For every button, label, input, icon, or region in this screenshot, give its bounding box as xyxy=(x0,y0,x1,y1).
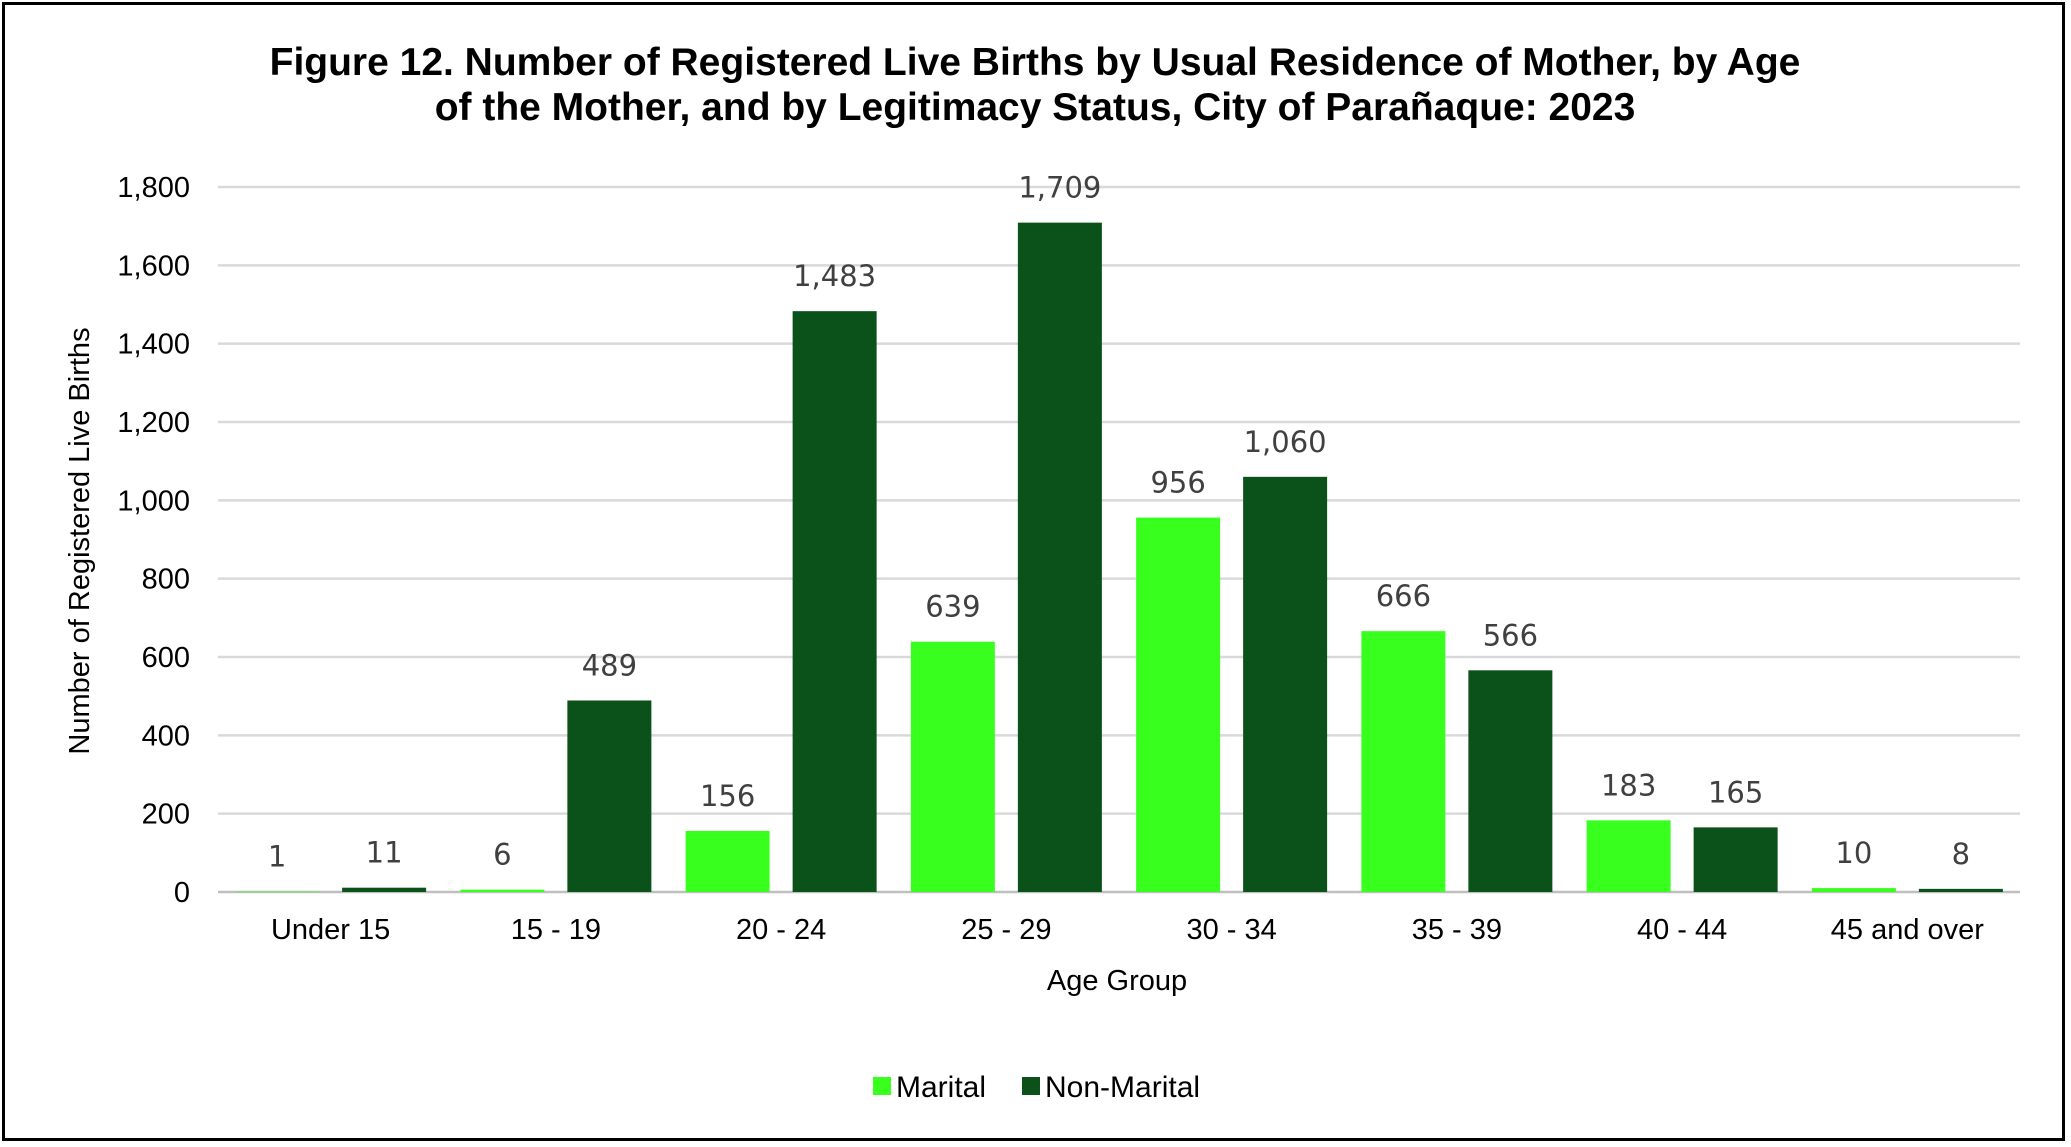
y-tick-label: 1,400 xyxy=(117,329,190,361)
data-label: 165 xyxy=(1708,775,1763,809)
data-label: 156 xyxy=(700,779,755,813)
y-tick-label: 800 xyxy=(142,564,190,596)
data-label: 6 xyxy=(493,838,511,872)
bar-marital xyxy=(1811,888,1896,892)
data-label: 489 xyxy=(582,648,637,682)
bar-marital xyxy=(1586,820,1671,892)
data-label: 956 xyxy=(1150,466,1205,500)
data-label: 183 xyxy=(1601,768,1656,802)
bar-marital xyxy=(910,641,995,892)
chart-title-line-1: Figure 12. Number of Registered Live Bir… xyxy=(270,41,1801,84)
data-labels: 1 11 64891561,4836391,7099561,060666566183… xyxy=(268,171,1970,874)
x-axis-title: Age Group xyxy=(1047,965,1187,997)
y-tick-label: 600 xyxy=(142,642,190,674)
y-tick-label: 400 xyxy=(142,720,190,752)
data-label: 8 xyxy=(1952,837,1970,871)
bar-marital xyxy=(1361,631,1446,892)
x-tick-label: 35 - 39 xyxy=(1412,914,1502,946)
y-tick-label: 1,000 xyxy=(117,485,190,517)
bar-marital xyxy=(1136,517,1221,892)
bar-marital xyxy=(235,891,320,893)
data-label: 566 xyxy=(1483,618,1538,652)
y-axis-ticks: 0 200 400 600 800 1,000 1,200 1,400 1,600 1,800 xyxy=(117,172,190,909)
bar-non-marital xyxy=(1017,222,1102,892)
x-tick-label: Under 15 xyxy=(271,914,390,946)
data-label: 1,483 xyxy=(793,259,876,293)
y-tick-label: 200 xyxy=(142,799,190,831)
bar-non-marital xyxy=(1693,827,1778,892)
data-label: 10 xyxy=(1835,836,1872,870)
y-tick-label: 1,200 xyxy=(117,407,190,439)
bar-non-marital xyxy=(342,887,427,892)
bar-non-marital xyxy=(792,311,877,892)
data-label: 1,709 xyxy=(1018,171,1101,205)
x-tick-label: 25 - 29 xyxy=(961,914,1051,946)
x-tick-label: 45 and over xyxy=(1831,914,1985,946)
bar-non-marital xyxy=(567,700,652,892)
x-axis-ticks: Under 15 15 - 19 20 - 24 25 - 29 30 - 34 35 -… xyxy=(271,914,1984,946)
data-label: 11 xyxy=(366,836,403,870)
data-label: 1 xyxy=(268,840,286,874)
bars xyxy=(235,222,2003,893)
bar-non-marital xyxy=(1468,670,1553,892)
bar-marital xyxy=(460,889,545,892)
x-tick-label: 30 - 34 xyxy=(1186,914,1276,946)
y-tick-label: 0 xyxy=(174,877,190,909)
data-label: 1,060 xyxy=(1244,425,1327,459)
data-label: 666 xyxy=(1376,579,1431,613)
bar-non-marital xyxy=(1243,476,1328,892)
legend-label: Non-Marital xyxy=(1045,1071,1200,1104)
legend-label: Marital xyxy=(896,1071,986,1104)
legend-swatch xyxy=(873,1077,891,1095)
x-tick-label: 20 - 24 xyxy=(736,914,826,946)
y-axis-title: Number of Registered Live Births xyxy=(64,327,96,754)
data-label: 639 xyxy=(925,590,980,624)
bar-marital xyxy=(685,830,770,892)
chart-title-line-2: of the Mother, and by Legitimacy Status,… xyxy=(435,86,1636,129)
legend: Marital Non-Marital xyxy=(873,1071,1200,1104)
x-tick-label: 15 - 19 xyxy=(511,914,601,946)
y-tick-label: 1,800 xyxy=(117,172,190,204)
legend-swatch xyxy=(1022,1077,1040,1095)
x-tick-label: 40 - 44 xyxy=(1637,914,1727,946)
y-tick-label: 1,600 xyxy=(117,250,190,282)
bar-non-marital xyxy=(1918,888,2003,892)
